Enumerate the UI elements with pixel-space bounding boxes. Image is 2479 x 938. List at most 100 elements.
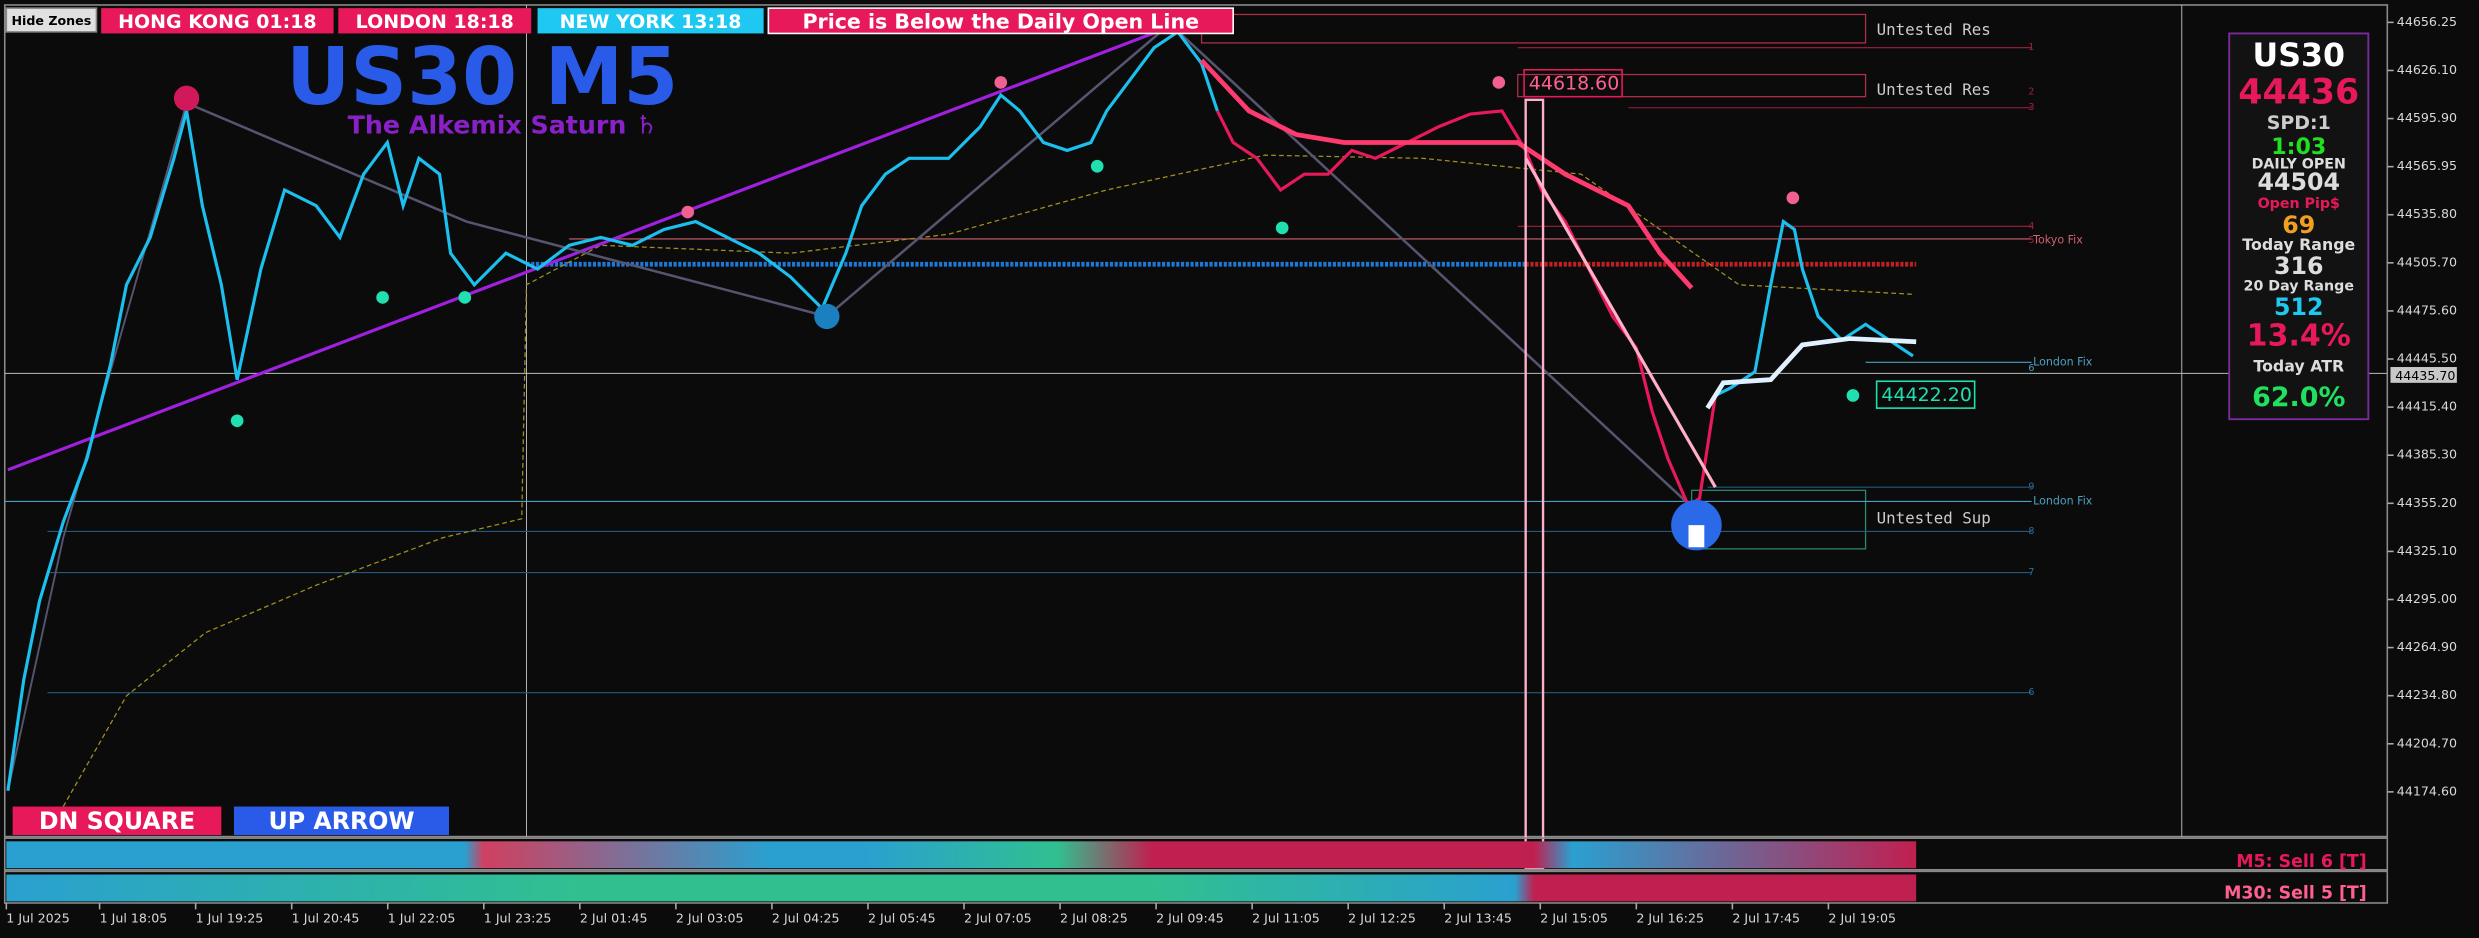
level-number: 3 [2028,102,2034,113]
dot [994,76,1008,89]
level-number: 6 [2028,363,2034,374]
time-axis-label: 2 Jul 07:05 [964,910,1032,925]
time-axis-label: 1 Jul 23:25 [484,910,552,925]
session-clock: NEW YORK 13:18 [560,11,742,33]
panel-line: DAILY OPEN [2252,157,2346,173]
m5-strip [6,841,1917,869]
dot [458,291,472,304]
pivot [814,303,840,330]
alert-bg [767,7,1234,35]
price-up [6,29,1219,791]
level-number: 7 [2028,567,2034,578]
panel-line: 69 [2282,211,2315,239]
time-axis-label: 2 Jul 11:05 [1252,910,1320,925]
dot [1846,389,1860,402]
dot [1275,221,1289,235]
session-clock: HONG KONG 01:18 [118,11,316,33]
signal-line [1524,157,1717,488]
panel-line: 512 [2274,293,2323,321]
time-axis-label: 2 Jul 05:45 [868,910,936,925]
level-number: 6 [2028,687,2034,698]
panel-line: 44436 [2238,73,2359,113]
price-axis-label: 44204.70 [2397,735,2457,750]
subtitle: The Alkemix Saturn ♄ [348,111,658,140]
level-number: 4 [2028,221,2034,232]
dn-square-bg [12,806,222,836]
price-axis-label: 44535.80 [2397,206,2457,221]
price-axis-label: 44295.00 [2397,591,2457,606]
hide-zones-button-bg[interactable] [5,7,98,33]
panel-line: 44504 [2258,168,2340,196]
pivot [173,85,200,111]
res-zone [1517,73,1867,98]
price-axis-label: 44505.70 [2397,254,2457,269]
time-axis-label: 2 Jul 17:45 [1732,910,1800,925]
up-arrow-bg [233,806,450,836]
level-number: 8 [2028,526,2034,537]
level-number: 1 [2028,42,2034,53]
panel-line: Today ATR [2253,357,2344,376]
price-tag: 44422.20 [1881,384,1972,406]
price-axis-label: 44445.50 [2397,351,2457,366]
fix-label: London Fix [2033,494,2093,507]
time-axis-label: 2 Jul 12:25 [1348,910,1416,925]
zone-label: Untested Res [1877,80,1991,99]
dots [681,76,1800,219]
info-panel [2228,32,2370,421]
dot [1492,76,1506,89]
current-price-bg [2390,367,2457,383]
time-axis-label: 1 Jul 18:05 [100,910,168,925]
session-clock: LONDON 18:18 [356,11,514,33]
m5-signal: M5: Sell 6 [T] [2236,852,2367,872]
time-axis-label: 2 Jul 04:25 [772,910,840,925]
time-axis-label: 1 Jul 22:05 [388,910,456,925]
price-axis-label: 44415.40 [2397,399,2457,414]
chart-frame [3,4,2389,838]
level-number: 2 [2028,86,2034,97]
time-axis-label: 2 Jul 03:05 [676,910,744,925]
session-clock-bg [338,8,532,34]
price-axis-label: 44626.10 [2397,62,2457,77]
panel-line: 316 [2274,252,2323,280]
dot [230,414,244,428]
panel-line: 13.4% [2247,318,2351,353]
level-number: 9 [2028,482,2034,493]
time-axis-label: 2 Jul 16:25 [1636,910,1704,925]
price-axis-label: 44234.80 [2397,687,2457,702]
price-axis-label: 44325.10 [2397,543,2457,558]
price-down [1215,109,1717,509]
time-axis-label: 2 Jul 13:45 [1444,910,1512,925]
price-up [1714,218,1914,397]
dot [681,205,695,219]
hide-zones-button[interactable]: Hide Zones [11,13,91,28]
symbol-title: US30 M5 [286,31,678,123]
time-axis-label: 2 Jul 15:05 [1540,910,1608,925]
panel-line: 20 Day Range [2244,278,2354,294]
time-axis-label: 1 Jul 19:25 [196,910,264,925]
trendline [7,22,1179,472]
panel-line: Open Pip$ [2258,196,2340,212]
price-axis-label: 44355.20 [2397,495,2457,510]
time-axis-label: 2 Jul 19:05 [1828,910,1896,925]
time-axis-label: 2 Jul 01:45 [580,910,648,925]
dot [1786,191,1800,205]
trail-line [1705,336,1917,410]
price-tag-bg [1523,69,1623,98]
time-axis-label: 2 Jul 08:25 [1060,910,1128,925]
zone-label: Untested Sup [1877,508,1991,527]
panel-line: SPD:1 [2267,112,2331,134]
moving-average [62,154,1914,807]
time-axis-label: 1 Jul 2025 [6,910,69,925]
time-axis-label: 2 Jul 09:45 [1156,910,1224,925]
price-axis-label: 44264.90 [2397,639,2457,654]
alert: Price is Below the Daily Open Line [803,9,1200,33]
dot [1090,159,1104,173]
price-axis-label: 44595.90 [2397,110,2457,125]
arrow [1688,525,1705,548]
strip-frame [3,870,2389,904]
panel-line: US30 [2253,38,2345,74]
dn-square: DN SQUARE [39,807,195,835]
